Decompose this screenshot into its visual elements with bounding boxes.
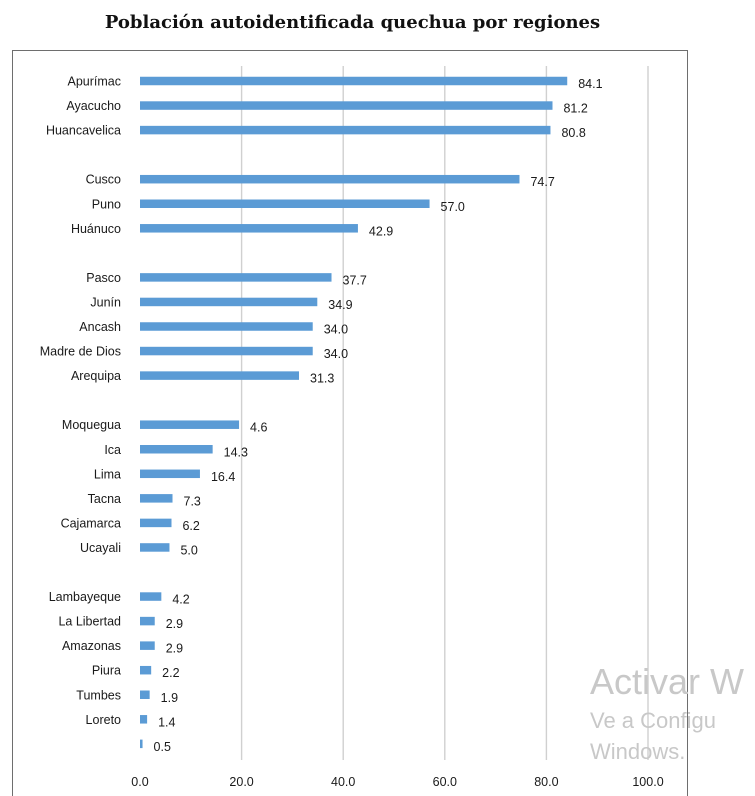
category-label: Tacna [88,492,121,506]
value-label: 34.0 [324,347,348,361]
value-label: 1.9 [161,691,178,705]
x-tick-label: 20.0 [229,775,253,789]
bar [140,715,148,724]
bar [140,543,170,552]
bar [140,322,313,331]
x-tick-label: 40.0 [331,775,355,789]
value-label: 1.4 [158,715,175,729]
bar [140,665,152,675]
category-label: Piura [92,664,121,678]
category-label: Junín [90,295,121,309]
category-label: Huancavelica [46,124,121,138]
bar [140,199,430,208]
category-label: Ica [104,443,121,457]
category-label: Arequipa [71,369,121,383]
value-label: 57.0 [441,200,465,214]
value-label: 31.3 [310,372,334,386]
bar [140,125,551,135]
category-label: Moquegua [62,418,121,432]
value-label: 14.3 [224,445,248,459]
category-label: Ayacucho [66,99,121,113]
chart-title: Población autoidentificada quechua por r… [104,12,601,33]
category-label: Ucayali [80,541,121,555]
value-label: 6.2 [182,519,199,533]
value-label: 84.1 [578,77,602,91]
value-label: 16.4 [211,470,235,484]
bar [140,494,173,503]
category-label: Loreto [86,713,121,727]
bar [140,469,200,479]
bar [140,346,313,356]
bar [140,297,318,307]
value-label: 7.3 [184,494,201,508]
bar [140,101,553,110]
x-tick-label: 100.0 [632,775,663,789]
value-label: 81.2 [563,102,587,116]
category-label: Tumbes [76,688,121,702]
bar [140,690,150,699]
value-label: 2.9 [166,617,183,631]
value-label: 2.9 [166,642,183,656]
bar [140,420,240,429]
category-label: Lima [94,467,121,481]
bar [140,739,143,749]
bar [140,518,172,528]
bar [140,445,213,454]
value-label: 0.5 [154,740,171,754]
value-label: 34.0 [324,323,348,337]
bar [140,616,155,626]
x-tick-label: 80.0 [534,775,558,789]
bar [140,592,162,601]
value-label: 34.9 [328,298,352,312]
value-label: 42.9 [369,224,393,238]
category-label: Puno [92,197,121,211]
bar [140,273,332,282]
category-label: Cusco [86,173,121,187]
bar [140,224,358,233]
category-label: La Libertad [58,615,121,629]
bar [140,371,300,380]
category-label: Huánuco [71,222,121,236]
value-label: 2.2 [162,666,179,680]
bar [140,641,155,650]
value-label: 74.7 [530,175,554,189]
value-label: 37.7 [343,273,367,287]
category-label: Lambayeque [49,590,121,604]
category-label: Cajamarca [61,516,121,530]
category-label: Apurímac [68,75,122,89]
category-label: Ancash [79,320,121,334]
value-label: 4.6 [250,421,267,435]
x-tick-label: 0.0 [131,775,148,789]
value-label: 4.2 [172,593,189,607]
category-label: Pasco [86,271,121,285]
value-label: 5.0 [180,543,197,557]
bar [140,174,520,184]
bar [140,76,568,86]
category-label: Amazonas [62,639,121,653]
value-label: 80.8 [561,126,585,140]
x-tick-label: 60.0 [433,775,457,789]
plot-frame [12,50,688,796]
category-label: Madre de Dios [40,345,121,359]
